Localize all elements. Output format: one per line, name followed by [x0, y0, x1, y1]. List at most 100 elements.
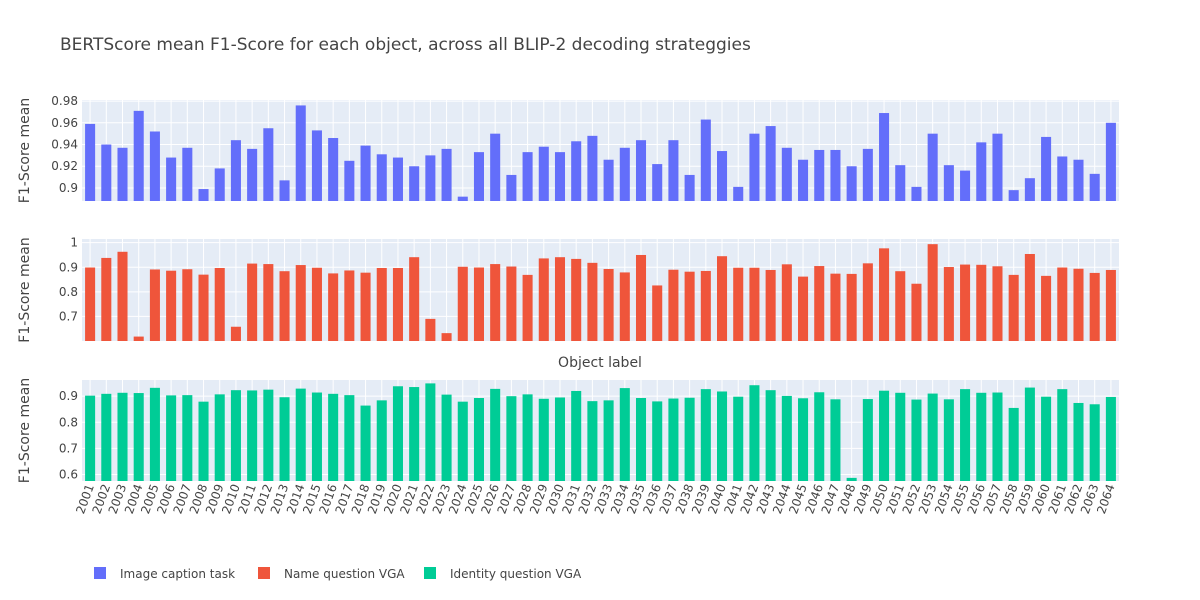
bar-2020[interactable]	[392, 386, 403, 481]
bar-2062[interactable]	[1073, 402, 1084, 481]
bar-2003[interactable]	[117, 147, 128, 201]
bar-2012[interactable]	[263, 389, 274, 481]
bar-2001[interactable]	[85, 395, 96, 481]
bar-2036[interactable]	[652, 401, 663, 481]
bar-2027[interactable]	[506, 266, 517, 341]
bar-2038[interactable]	[684, 271, 695, 341]
bar-2054[interactable]	[943, 399, 954, 481]
bar-2016[interactable]	[328, 393, 339, 481]
bar-2039[interactable]	[700, 270, 711, 341]
bar-2006[interactable]	[166, 157, 177, 201]
bar-2063[interactable]	[1089, 173, 1100, 201]
bar-2032[interactable]	[587, 135, 598, 201]
bar-2028[interactable]	[522, 152, 533, 201]
bar-2050[interactable]	[879, 113, 890, 201]
bar-2019[interactable]	[376, 400, 387, 481]
bar-2053[interactable]	[927, 244, 938, 341]
bar-2015[interactable]	[311, 392, 322, 481]
bar-2029[interactable]	[538, 258, 549, 341]
bar-2028[interactable]	[522, 274, 533, 341]
bar-2044[interactable]	[781, 264, 792, 341]
bar-2055[interactable]	[960, 389, 971, 481]
bar-2034[interactable]	[619, 388, 630, 481]
bar-2037[interactable]	[668, 269, 679, 341]
bar-2005[interactable]	[149, 131, 160, 201]
bar-2063[interactable]	[1089, 404, 1100, 481]
bar-2052[interactable]	[911, 399, 922, 481]
bar-2008[interactable]	[198, 274, 209, 341]
bar-2023[interactable]	[441, 148, 452, 201]
bar-2006[interactable]	[166, 270, 177, 341]
bar-2018[interactable]	[360, 145, 371, 201]
bar-2031[interactable]	[571, 258, 582, 341]
bar-2059[interactable]	[1024, 387, 1035, 481]
bar-2064[interactable]	[1105, 122, 1116, 201]
bar-2011[interactable]	[247, 148, 258, 201]
bar-2001[interactable]	[85, 123, 96, 201]
bar-2052[interactable]	[911, 283, 922, 341]
bar-2057[interactable]	[992, 266, 1003, 341]
bar-2013[interactable]	[279, 180, 290, 201]
bar-2018[interactable]	[360, 405, 371, 481]
bar-2058[interactable]	[1008, 190, 1019, 201]
bar-2039[interactable]	[700, 389, 711, 481]
bar-2047[interactable]	[830, 273, 841, 341]
bar-2016[interactable]	[328, 273, 339, 341]
bar-2059[interactable]	[1024, 178, 1035, 201]
bar-2041[interactable]	[733, 396, 744, 481]
bar-2031[interactable]	[571, 390, 582, 481]
bar-2058[interactable]	[1008, 407, 1019, 481]
bar-2052[interactable]	[911, 186, 922, 201]
bar-2022[interactable]	[425, 318, 436, 341]
bar-2064[interactable]	[1105, 396, 1116, 481]
bar-2047[interactable]	[830, 149, 841, 201]
bar-2033[interactable]	[603, 400, 614, 481]
bar-2014[interactable]	[295, 105, 306, 201]
bar-2022[interactable]	[425, 383, 436, 481]
bar-2015[interactable]	[311, 130, 322, 201]
bar-2060[interactable]	[1041, 396, 1052, 481]
bar-2053[interactable]	[927, 133, 938, 201]
bar-2051[interactable]	[895, 165, 906, 201]
bar-2022[interactable]	[425, 155, 436, 201]
bar-2056[interactable]	[976, 392, 987, 481]
bar-2039[interactable]	[700, 119, 711, 201]
bar-2012[interactable]	[263, 128, 274, 201]
bar-2010[interactable]	[230, 390, 241, 481]
bar-2049[interactable]	[862, 263, 873, 341]
bar-2005[interactable]	[149, 387, 160, 481]
bar-2058[interactable]	[1008, 274, 1019, 341]
bar-2057[interactable]	[992, 392, 1003, 481]
bar-2061[interactable]	[1057, 389, 1068, 481]
bar-2025[interactable]	[473, 398, 484, 481]
bar-2020[interactable]	[392, 268, 403, 341]
bar-2024[interactable]	[457, 401, 468, 481]
bar-2051[interactable]	[895, 271, 906, 341]
bar-2030[interactable]	[554, 152, 566, 201]
bar-2050[interactable]	[879, 390, 890, 481]
legend-item[interactable]: Identity question VGA	[424, 567, 582, 581]
bar-2004[interactable]	[133, 336, 144, 341]
bar-2048[interactable]	[846, 477, 857, 481]
bar-2043[interactable]	[765, 390, 776, 481]
bar-2025[interactable]	[473, 267, 484, 341]
bar-2017[interactable]	[344, 270, 355, 341]
bar-2020[interactable]	[392, 157, 403, 201]
bar-2038[interactable]	[684, 174, 695, 201]
bar-2044[interactable]	[781, 147, 792, 201]
bar-2021[interactable]	[409, 166, 420, 201]
bar-2038[interactable]	[684, 397, 695, 481]
bar-2007[interactable]	[182, 395, 193, 481]
bar-2008[interactable]	[198, 401, 209, 481]
bar-2045[interactable]	[798, 276, 809, 341]
bar-2011[interactable]	[247, 263, 258, 341]
legend-item[interactable]: Name question VGA	[258, 567, 405, 581]
bar-2050[interactable]	[879, 248, 890, 341]
bar-2035[interactable]	[635, 254, 647, 341]
bar-2042[interactable]	[749, 385, 760, 481]
bar-2047[interactable]	[830, 399, 841, 481]
bar-2023[interactable]	[441, 333, 452, 341]
bar-2042[interactable]	[749, 267, 760, 341]
bar-2002[interactable]	[101, 257, 112, 341]
bar-2013[interactable]	[279, 397, 290, 481]
